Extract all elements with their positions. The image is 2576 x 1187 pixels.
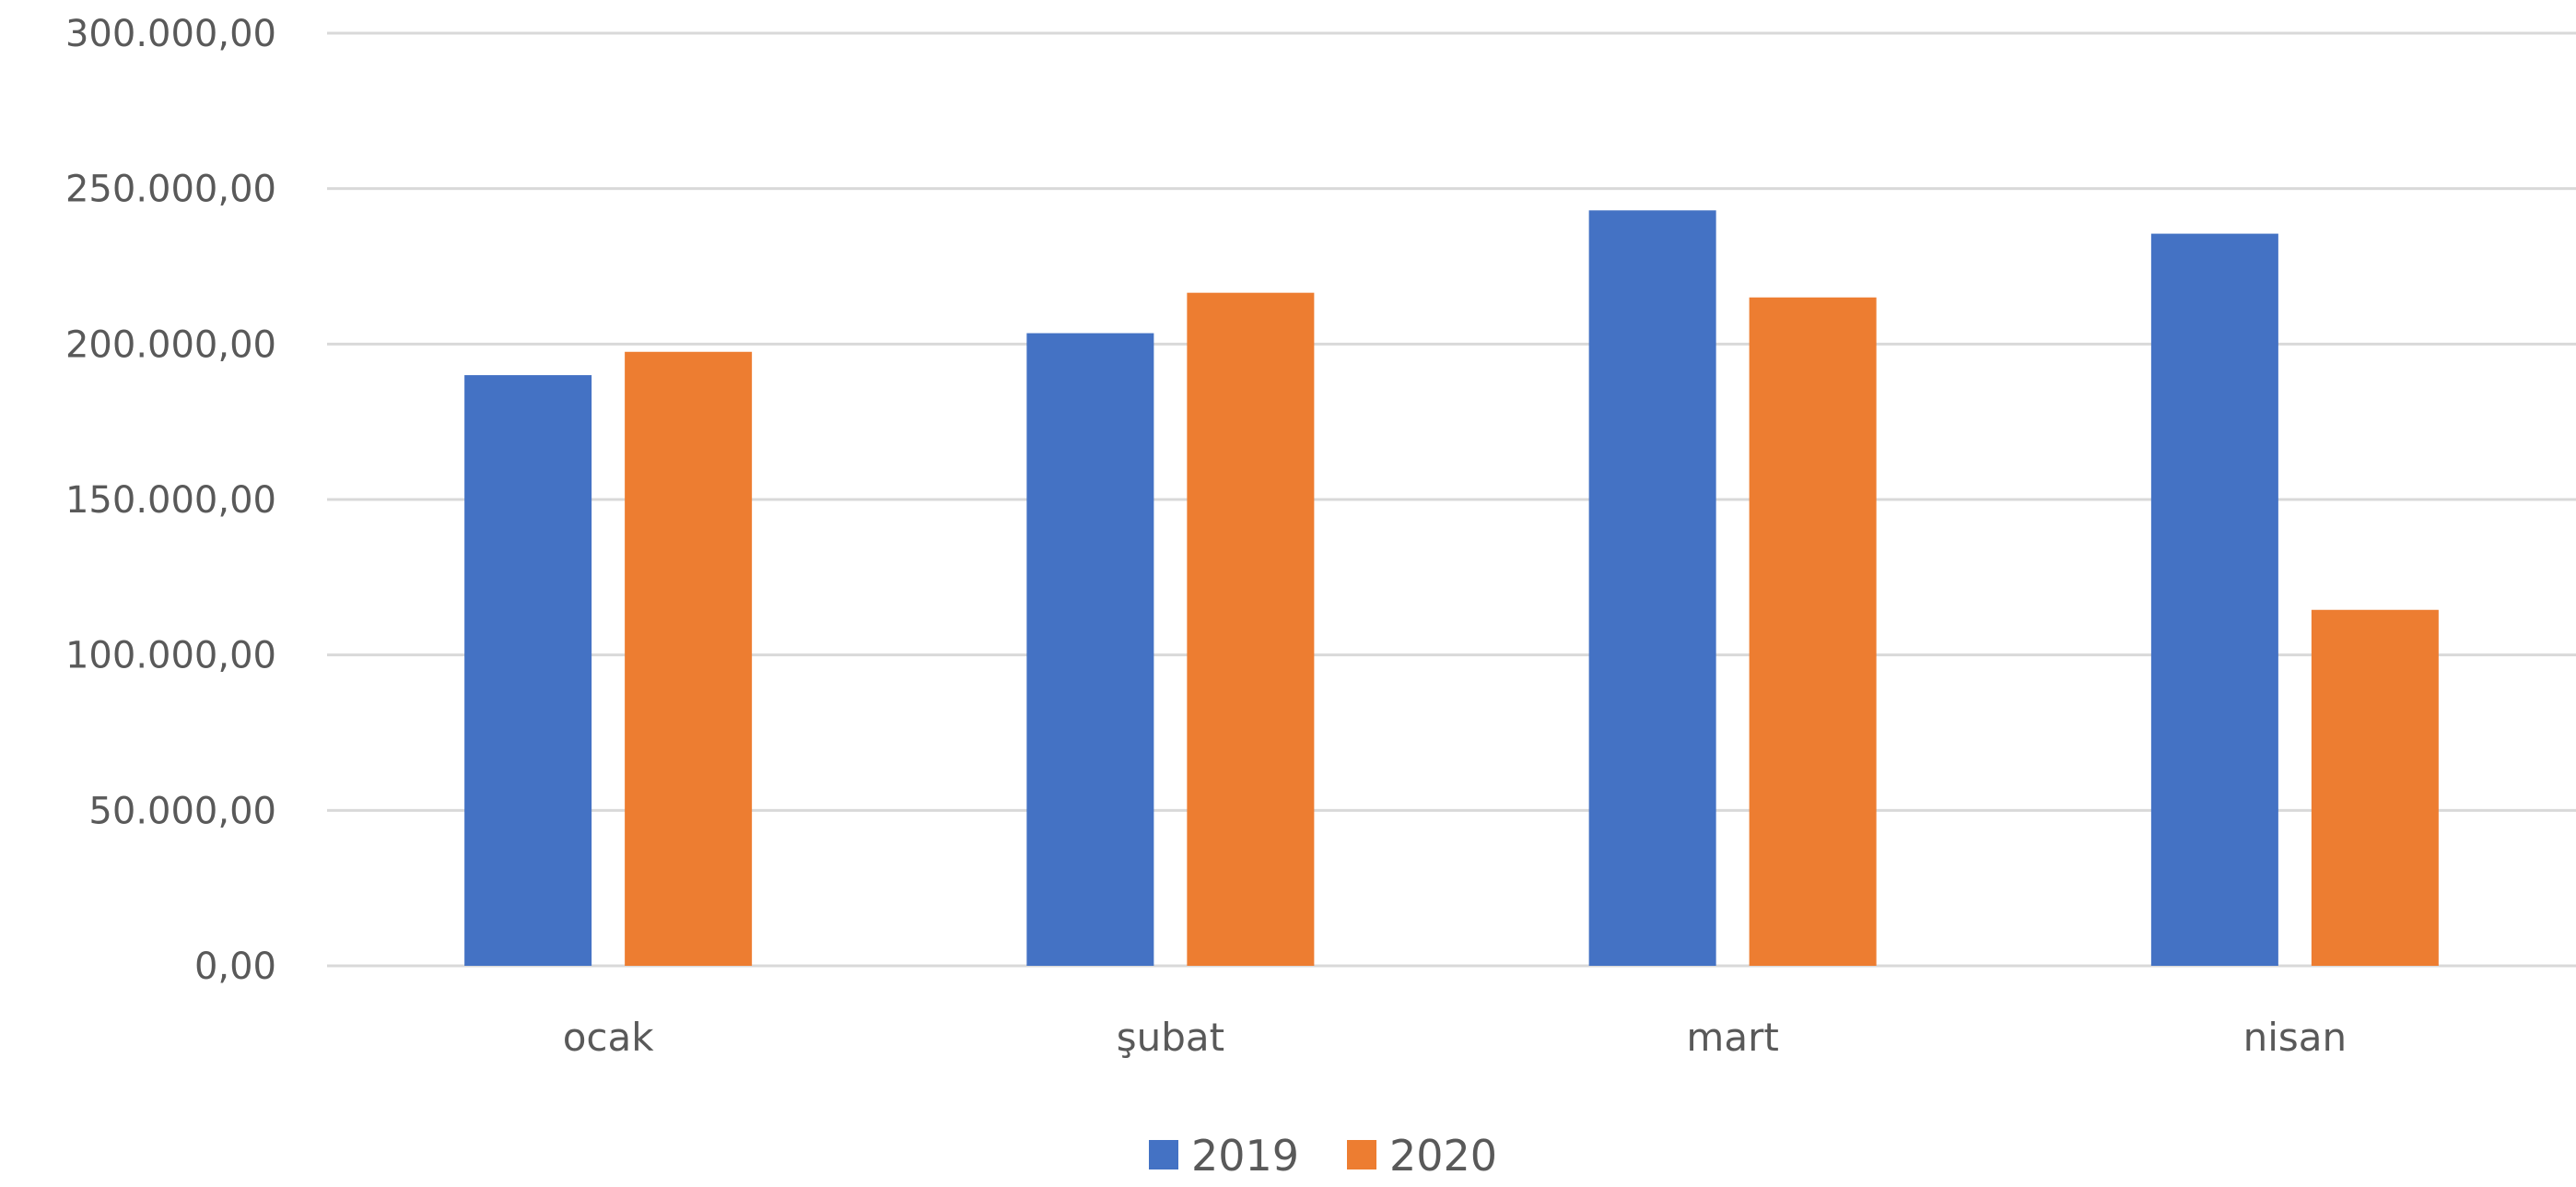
legend-swatch-2020 [1347,1140,1376,1169]
bars [464,210,2439,967]
y-tick-label: 300.000,00 [65,13,276,55]
bar-2020-mart [1749,297,1877,966]
y-tick-label: 150.000,00 [65,479,276,522]
legend-label: 2019 [1191,1131,1299,1181]
y-tick-label: 50.000,00 [88,790,276,832]
x-category-label: mart [1686,1015,1778,1060]
x-category-label: şubat [1117,1015,1224,1060]
x-axis-category-labels: ocak şubat mart nisan [563,1015,2347,1060]
legend-label: 2020 [1389,1131,1497,1181]
legend-swatch-2019 [1149,1140,1178,1169]
x-category-label: nisan [2243,1015,2348,1060]
legend: 2019 2020 [1149,1131,1497,1181]
y-tick-label: 100.000,00 [65,635,276,677]
y-tick-label: 250.000,00 [65,169,276,211]
bar-2019-mart [1588,210,1716,966]
bar-2020-ocak [625,351,753,966]
y-tick-label: 200.000,00 [65,323,276,366]
bar-2020-şubat [1187,292,1315,966]
bar-2019-ocak [464,375,592,967]
bar-2019-nisan [2150,233,2278,966]
bar-2019-şubat [1026,333,1154,966]
bar-2020-nisan [2311,609,2439,966]
x-category-label: ocak [563,1015,655,1060]
y-tick-label: 0,00 [194,946,276,988]
y-axis-tick-labels: 0,00 50.000,00 100.000,00 150.000,00 200.000… [65,13,276,988]
